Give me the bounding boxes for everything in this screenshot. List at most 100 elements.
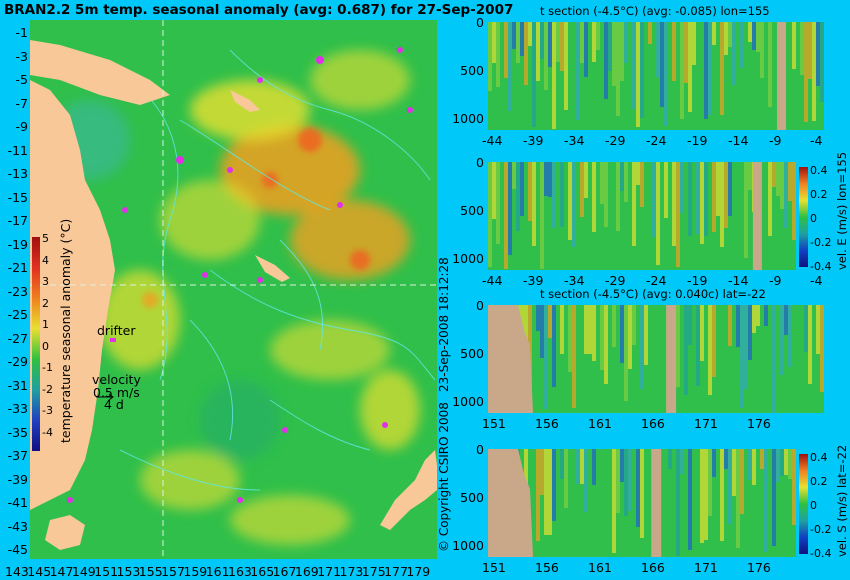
section-x-tick: -4 — [810, 273, 823, 288]
section-y-tick: 1000 — [452, 394, 484, 409]
velocity-colorbar-tick: -0.2 — [810, 236, 832, 249]
latitude-label: -19 — [7, 236, 28, 252]
longitude-label: 169 — [294, 564, 319, 579]
longitude-label: 145 — [27, 564, 52, 579]
velocity-days: 4 d — [104, 397, 124, 412]
velocity-label: velocity — [92, 372, 141, 387]
section-y-tick: 0 — [476, 442, 484, 457]
velocity-colorbar — [799, 454, 808, 554]
latitude-label: -37 — [7, 448, 28, 463]
panel-title: t section (-4.5°C) (avg: 0.040c) lat=-22 — [540, 287, 766, 301]
section-x-tick: -9 — [769, 133, 782, 148]
section-x-tick: 151 — [482, 416, 506, 431]
longitude-label: 175 — [361, 564, 386, 579]
section-x-tick: -19 — [687, 273, 708, 288]
colorbar-label: temperature seasonal anomaly (°C) — [58, 218, 73, 443]
section-x-tick: 176 — [747, 416, 771, 431]
longitude-label: 179 — [406, 564, 431, 579]
section-x-tick: -14 — [728, 133, 749, 148]
latitude-label: -33 — [7, 401, 28, 416]
section-x-tick: -24 — [646, 273, 667, 288]
latitude-label: -17 — [7, 213, 28, 228]
longitude-label: 173 — [339, 564, 364, 579]
map-title: BRAN2.2 5m temp. seasonal anomaly (avg: … — [4, 2, 514, 18]
velocity-colorbar-tick: 0.2 — [810, 188, 828, 201]
section-x-tick: -44 — [482, 133, 503, 148]
longitude-label: 177 — [384, 564, 408, 579]
temperature-colorbar — [32, 237, 40, 451]
section-y-tick: 500 — [460, 63, 484, 78]
velocity-colorbar — [799, 167, 808, 267]
latitude-label: -23 — [7, 283, 28, 299]
longitude-label: 159 — [183, 564, 208, 579]
colorbar-tick: 5 — [42, 232, 49, 245]
latitude-label: -39 — [7, 471, 28, 487]
section-y-tick: 1000 — [452, 111, 484, 126]
section-x-tick: 161 — [588, 560, 612, 575]
section-y-tick: 500 — [460, 203, 484, 218]
longitude-label: 153 — [116, 564, 141, 579]
colorbar-tick: -3 — [42, 404, 53, 417]
colorbar-tick: -4 — [42, 425, 53, 439]
section-x-tick: -9 — [769, 273, 782, 288]
longitude-label: 161 — [205, 564, 230, 579]
drifter-label: drifter — [97, 323, 136, 338]
velocity-colorbar-tick: 0.4 — [810, 164, 828, 177]
longitude-label: 163 — [228, 564, 252, 579]
colorbar-tick: -2 — [42, 382, 53, 396]
panel-side-label: vel. E (m/s) lon=155 — [835, 151, 849, 270]
section-x-tick: -39 — [523, 273, 544, 288]
latitude-label: -21 — [7, 260, 28, 275]
velocity-arrow — [96, 386, 116, 405]
latitude-label: -41 — [7, 495, 28, 510]
section-x-tick: -29 — [605, 273, 626, 288]
colorbar-tick: 4 — [42, 253, 49, 267]
colorbar-tick: 3 — [42, 275, 49, 288]
section-y-tick: 1000 — [452, 538, 484, 553]
section-x-tick: -4 — [810, 133, 823, 148]
section-y-tick: 1000 — [452, 251, 484, 266]
velocity-colorbar-tick: 0.4 — [810, 451, 828, 464]
section-y-tick: 0 — [476, 298, 484, 313]
latitude-label: -25 — [7, 307, 28, 322]
latitude-label: -7 — [15, 95, 28, 111]
longitude-label: 171 — [317, 564, 342, 579]
latitude-label: -15 — [7, 189, 28, 205]
latitude-label: -43 — [7, 518, 28, 534]
longitude-label: 165 — [250, 564, 275, 579]
section-x-tick: 156 — [535, 560, 559, 575]
colorbar-tick: 2 — [42, 296, 49, 310]
section-x-tick: -44 — [482, 273, 503, 288]
latitude-label: -3 — [15, 48, 28, 64]
longitude-label: 155 — [138, 564, 163, 579]
section-x-tick: 171 — [694, 560, 718, 575]
copyright-text: © Copyright CSIRO 2008 — [437, 402, 451, 552]
section-x-tick: 161 — [588, 416, 612, 431]
longitude-label: 143 — [5, 564, 29, 579]
latitude-label: -31 — [7, 377, 28, 393]
longitude-label: 149 — [71, 564, 96, 579]
section-x-tick: -34 — [564, 273, 585, 288]
panel-title: t section (-4.5°C) (avg: -0.085) lon=155 — [540, 4, 770, 18]
section-y-tick: 0 — [476, 155, 484, 170]
panel-side-label: vel. S (m/s) lat=-22 — [835, 444, 849, 557]
section-x-tick: 156 — [535, 416, 559, 431]
section-plot — [488, 162, 796, 270]
latitude-label: -9 — [15, 119, 28, 134]
section-plot — [488, 305, 824, 413]
anomaly-map — [30, 20, 437, 559]
section-x-tick: -39 — [523, 133, 544, 148]
velocity-colorbar-tick: -0.2 — [810, 523, 832, 536]
velocity-colorbar-tick: -0.4 — [810, 260, 832, 273]
section-y-tick: 500 — [460, 490, 484, 505]
section-x-tick: -24 — [646, 133, 667, 148]
section-x-tick: 151 — [482, 560, 506, 575]
latitude-label: -27 — [7, 330, 28, 346]
timestamp-text: 23-Sep-2008 18:12:28 — [437, 257, 451, 392]
latitude-label: -11 — [7, 142, 28, 158]
section-plot — [488, 449, 796, 557]
colorbar-tick: 1 — [42, 318, 49, 331]
section-x-tick: -29 — [605, 133, 626, 148]
section-plot — [488, 22, 824, 130]
longitude-label: 167 — [272, 564, 297, 579]
